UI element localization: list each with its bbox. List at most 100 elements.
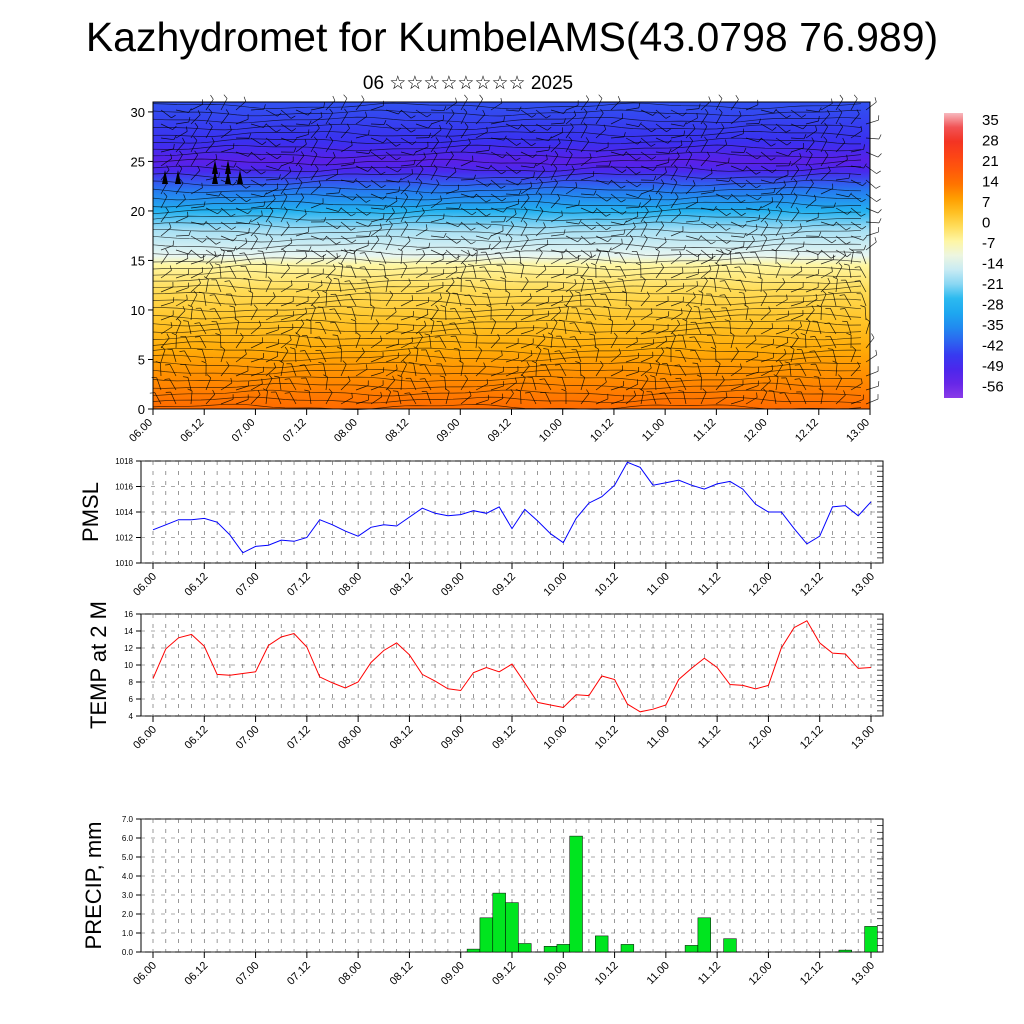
wind-barb-tick [824,322,830,324]
wind-barb [700,100,711,111]
wind-barb [820,249,832,259]
wind-barb-tick [268,374,273,379]
wind-barb [475,335,478,349]
wind-barb-tick [503,116,505,122]
wind-barb-tick [575,291,580,294]
wind-barb-tick [170,322,173,328]
wind-barb-tick [396,127,402,132]
wind-barb [715,235,727,244]
wind-barb [385,380,395,391]
x-tick-label: 07.12 [285,724,313,752]
wind-barb [640,329,654,335]
wind-barb [265,378,273,391]
wind-barb [715,162,729,167]
wind-barb [490,398,503,405]
contour-line [152,109,862,117]
wind-barb [835,221,847,231]
wind-barb [535,123,548,131]
wind-barb-tick [590,241,596,245]
wind-barb [625,123,639,127]
contour-line [152,116,862,124]
wind-barb-tick [851,346,856,351]
wind-barb [565,115,577,125]
wind-barb [310,169,319,181]
wind-barb [745,219,759,223]
wind-barb [730,207,742,216]
wind-barb [445,293,451,307]
wind-barb [460,142,471,153]
wind-barb [280,267,290,279]
wind-barb [805,168,813,181]
wind-barb-tick [353,158,356,164]
wind-barb-tick [336,252,338,258]
wind-barb [229,280,237,293]
wind-barb-tick [806,318,811,322]
wind-barb-tick [696,253,702,257]
x-tick-label: 11.00 [645,960,672,987]
wind-barb [325,112,333,125]
wind-barb-tick [698,215,701,221]
wind-barb [325,207,339,212]
wind-barb-tick [742,223,747,228]
wind-barb-tick [526,193,530,199]
wind-barb-tick [863,144,865,150]
wind-barb-tick [211,137,215,143]
wind-barb [400,282,411,293]
wind-barb-tick [877,209,882,214]
wind-barb [685,273,699,279]
wind-barb [280,123,292,132]
wind-barb [415,146,429,153]
wind-barb-tick [710,255,716,259]
wind-barb [711,335,717,349]
wind-barb-tick [186,126,188,132]
wind-barb-tick [332,95,336,101]
wind-barb [305,377,312,391]
wind-barb [460,363,464,377]
wind-barb [745,397,758,405]
wind-barb-tick [533,172,535,178]
wind-barb-tick [606,198,612,202]
wind-barb-tick [378,263,384,266]
wind-barb [714,279,717,293]
wind-barb [563,321,567,335]
wind-barb [370,239,380,251]
contour-line [152,291,862,299]
wind-barb-tick [764,220,769,226]
wind-barb-tick [874,97,877,103]
wind-barb-tick [349,249,355,252]
x-tick-label: 10.12 [593,571,621,599]
wind-barb [310,285,323,293]
wind-barb-tick [171,114,176,119]
wind-barb [670,109,683,117]
wind-barb [490,355,503,363]
wind-barb [235,165,247,174]
wind-barb [670,123,684,127]
wind-barb-tick [810,336,816,338]
wind-barb-tick [568,150,573,155]
wind-barb [205,221,217,231]
wind-barb [205,141,215,153]
wind-barb-tick [689,136,693,142]
wind-barb-tick [727,195,732,200]
wind-barb [265,355,278,363]
wind-barb-tick [234,318,239,322]
wind-barb-tick [755,171,761,175]
wind-barb-tick [330,322,336,324]
wind-barb [625,371,639,377]
wind-barb [640,199,652,209]
wind-barb-tick [482,109,486,115]
wind-barb-tick [202,239,207,243]
wind-barb [739,266,747,279]
wind-barb [490,102,503,111]
wind-barb-tick [743,304,749,308]
wind-barb-tick [778,206,783,211]
wind-barb [805,217,819,223]
wind-barb [295,109,309,116]
wind-barb [775,353,787,363]
wind-barb [175,321,182,335]
wind-barb-tick [648,194,652,200]
wind-barb [340,98,348,111]
wind-barb [280,242,292,251]
wind-barb [805,309,815,321]
wind-barb [325,257,338,265]
